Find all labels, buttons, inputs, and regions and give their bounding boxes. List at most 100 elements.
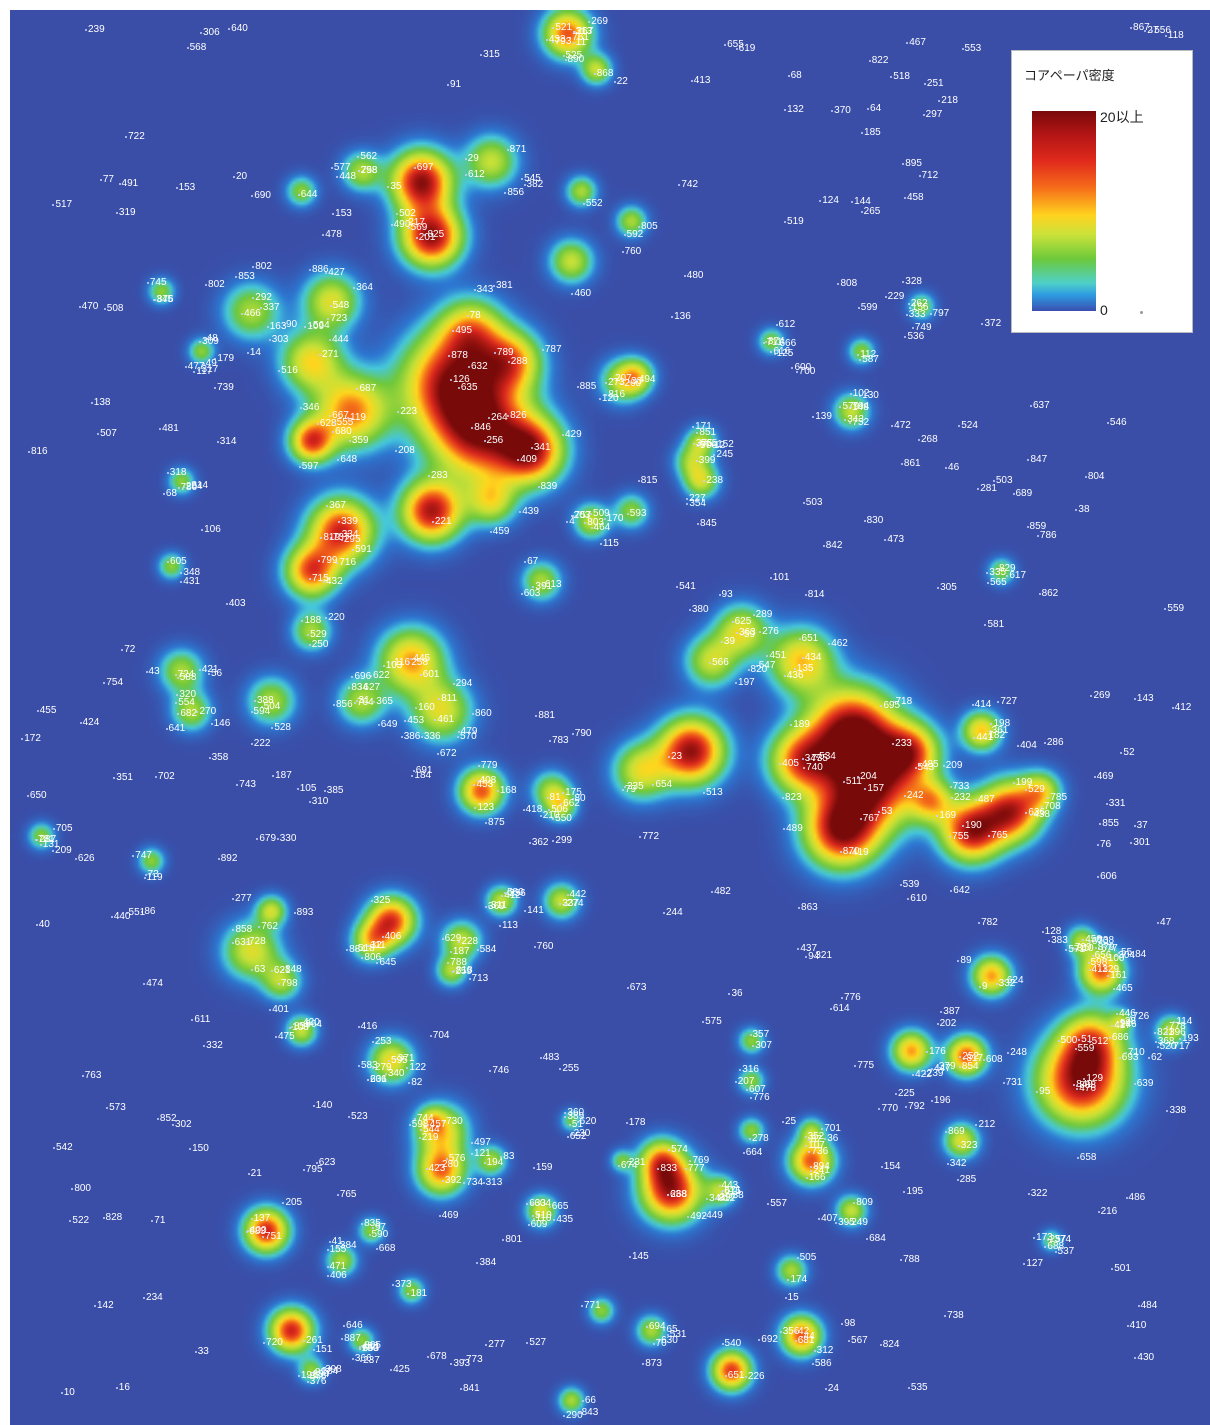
paper-point <box>949 836 952 839</box>
paper-point <box>452 329 455 332</box>
paper-id-label: 650 <box>29 789 47 801</box>
paper-point <box>1179 1038 1181 1041</box>
paper-point <box>340 538 343 541</box>
paper-id-label: 706 <box>700 439 718 451</box>
paper-point <box>336 1244 339 1247</box>
legend-title: コアペーパ密度 <box>1024 68 1115 83</box>
paper-point <box>473 784 476 787</box>
paper-point <box>807 1139 810 1141</box>
paper-point <box>26 794 29 797</box>
paper-id-label: 237 <box>363 1354 380 1366</box>
paper-point <box>552 27 555 30</box>
paper-id-label: 102 <box>852 387 870 399</box>
paper-point <box>864 788 867 791</box>
paper-id-label: 242 <box>906 790 924 802</box>
paper-id-label: 307 <box>755 1039 772 1051</box>
paper-id-label: 359 <box>351 434 369 446</box>
paper-id-label: 369 <box>488 900 505 912</box>
paper-id-label: 347 <box>804 752 822 764</box>
paper-point <box>902 280 905 283</box>
paper-point <box>1164 35 1167 38</box>
paper-id-label: 472 <box>894 420 911 432</box>
paper-id-label: 631 <box>234 936 252 948</box>
paper-point <box>367 1078 370 1081</box>
paper-id-label: 684 <box>869 1233 886 1245</box>
paper-point <box>678 183 681 186</box>
paper-point <box>526 1342 529 1345</box>
paper-point <box>860 211 863 214</box>
paper-point <box>436 753 439 756</box>
paper-id-label: 389 <box>567 1111 585 1123</box>
paper-point <box>145 670 148 673</box>
paper-id-label: 612 <box>778 319 796 331</box>
paper-point <box>308 644 311 647</box>
paper-point <box>165 728 168 731</box>
paper-id-label: 259 <box>455 965 472 977</box>
paper-id-label: 525 <box>565 49 583 61</box>
paper-point <box>480 53 483 56</box>
paper-point <box>336 1194 339 1197</box>
paper-id-label: 362 <box>531 836 549 848</box>
paper-point <box>36 839 39 842</box>
paper-point <box>1027 459 1030 462</box>
paper-point <box>626 986 629 989</box>
paper-id-label: 431 <box>183 575 200 587</box>
paper-id-label: 136 <box>674 311 691 323</box>
paper-point <box>890 76 893 79</box>
paper-id-label: 671 <box>724 1185 742 1197</box>
paper-point <box>439 1163 441 1166</box>
paper-point <box>1012 782 1015 785</box>
paper-point <box>246 1229 249 1232</box>
paper-point <box>1087 961 1090 964</box>
paper-id-label: 854 <box>961 1061 979 1073</box>
paper-point <box>1012 492 1015 495</box>
paper-id-label: 776 <box>752 1091 770 1103</box>
paper-id-label: 430 <box>1137 1351 1155 1363</box>
paper-point <box>859 818 862 821</box>
density-map: 325 94 171 598 174 322 778 53 329 79 255 304 777 312 3… <box>10 10 1210 1425</box>
paper-id-label: 651 <box>801 632 819 644</box>
paper-id-label: 363 <box>739 626 756 638</box>
paper-id-label: 576 <box>448 1152 466 1164</box>
paper-id-label: 540 <box>724 1338 742 1350</box>
paper-point <box>911 326 914 329</box>
paper-id-label: 575 <box>705 1015 722 1027</box>
paper-id-label: 317 <box>201 364 219 376</box>
paper-id-label: 101 <box>772 571 790 583</box>
paper-point <box>566 520 569 523</box>
paper-point <box>361 1222 364 1225</box>
paper-point <box>548 1206 551 1209</box>
paper-id-label: 208 <box>398 445 415 457</box>
paper-point <box>373 701 376 704</box>
paper-point <box>312 1349 315 1352</box>
paper-id-label: 422 <box>915 1069 932 1081</box>
paper-id-label: 502 <box>399 208 416 220</box>
paper-point <box>320 537 323 540</box>
paper-id-label: 775 <box>857 1059 875 1071</box>
paper-id-label: 269 <box>1093 690 1111 702</box>
paper-point <box>355 948 358 951</box>
paper-id-label: 571 <box>1068 944 1086 956</box>
paper-id-label: 723 <box>330 313 348 325</box>
paper-point <box>1112 988 1115 991</box>
paper-id-label: 332 <box>206 1040 223 1052</box>
paper-point <box>535 715 538 718</box>
paper-id-label: 262 <box>910 298 928 310</box>
paper-point <box>143 982 146 985</box>
paper-id-label: 790 <box>574 728 592 740</box>
paper-point <box>447 961 450 964</box>
paper-id-label: 336 <box>423 731 441 743</box>
paper-id-label: 270 <box>199 705 217 717</box>
paper-point <box>235 276 238 279</box>
paper-id-label: 642 <box>953 884 970 896</box>
paper-point <box>539 815 542 818</box>
paper-point <box>250 743 253 746</box>
paper-point <box>735 682 738 685</box>
paper-point <box>1120 751 1123 754</box>
paper-point <box>375 1248 378 1251</box>
paper-id-label: 320 <box>179 689 197 701</box>
paper-id-label: 858 <box>235 923 253 935</box>
paper-point <box>258 925 261 928</box>
paper-id-label: 722 <box>128 130 145 142</box>
paper-id-label: 862 <box>1041 587 1059 599</box>
